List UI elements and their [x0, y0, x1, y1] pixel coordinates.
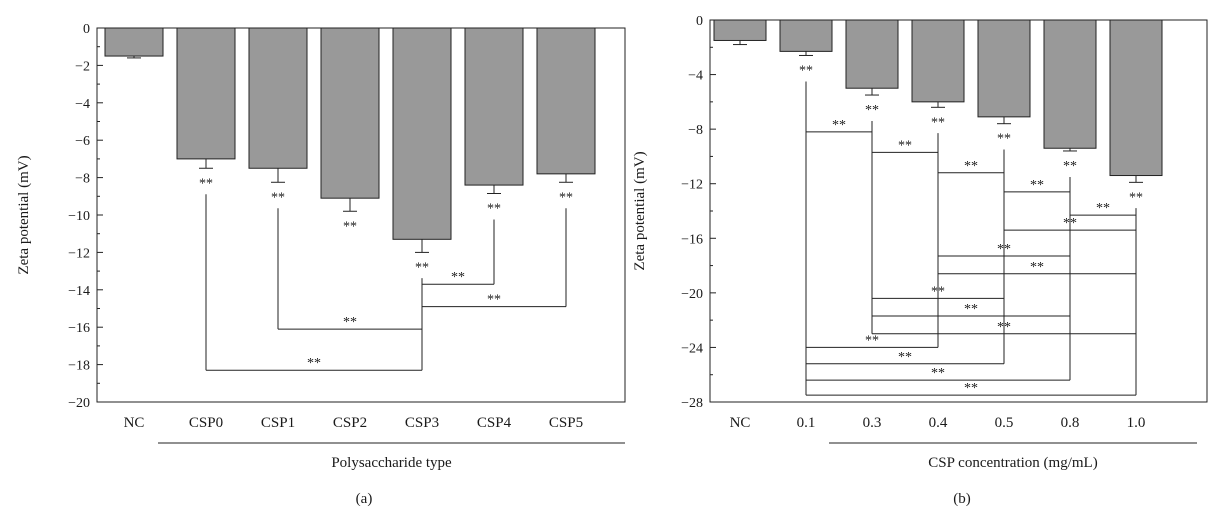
bar	[536, 27, 596, 175]
x-axis-label: Polysaccharide type	[331, 455, 452, 471]
bar	[779, 19, 833, 52]
x-tick-label: CSP1	[261, 415, 295, 431]
panel-label: (b)	[953, 491, 971, 507]
y-tick-label: −16	[681, 232, 703, 247]
bar	[845, 19, 899, 89]
x-tick-label: 0.3	[863, 415, 882, 431]
x-tick-label: CSP5	[549, 415, 583, 431]
bar-significance-mark: **	[343, 219, 357, 234]
bar-significance-mark: **	[931, 115, 945, 130]
bracket-significance-mark: **	[898, 138, 912, 153]
x-tick-label: 0.4	[929, 415, 948, 431]
x-tick-label: CSP2	[333, 415, 367, 431]
y-tick-label: −28	[681, 396, 703, 411]
bracket-significance-mark: **	[931, 366, 945, 381]
x-tick-label: CSP3	[405, 415, 439, 431]
bar	[320, 27, 380, 199]
x-tick-label: CSP0	[189, 415, 223, 431]
bar	[1043, 19, 1097, 149]
bar	[1109, 19, 1163, 177]
y-tick-label: 0	[83, 22, 90, 37]
y-tick-label: −16	[68, 321, 90, 336]
x-tick-label: NC	[124, 415, 145, 431]
bracket-significance-mark: **	[898, 350, 912, 365]
y-tick-label: −12	[68, 246, 90, 261]
x-axis-label: CSP concentration (mg/mL)	[928, 455, 1097, 471]
y-tick-label: 0	[696, 14, 703, 29]
panel-a-zeta-by-polysaccharide: 0 −2 −4 −6 −8 −10 −12 −14 −16 −18 −20 Zeta potentia…	[16, 22, 626, 507]
bar-significance-mark: **	[1063, 159, 1077, 174]
bar-significance-mark: **	[865, 103, 879, 118]
bar-significance-mark: **	[1129, 190, 1143, 205]
bracket-significance-mark: **	[1030, 178, 1044, 193]
y-tick-label: −14	[68, 284, 90, 299]
y-tick-label: −12	[681, 178, 703, 193]
bar	[713, 19, 767, 41]
bar	[392, 27, 452, 240]
x-tick-label: 1.0	[1127, 415, 1146, 431]
y-tick-label: −8	[688, 123, 703, 138]
bar	[464, 27, 524, 186]
bracket-significance-mark: **	[865, 333, 879, 348]
bracket-significance-mark: **	[964, 381, 978, 396]
bracket-significance-mark: **	[832, 118, 846, 133]
y-tick-label: −18	[68, 359, 90, 374]
y-tick-label: −2	[75, 59, 90, 74]
y-tick-label: −24	[681, 341, 703, 356]
bracket-significance-mark: **	[451, 270, 465, 285]
bar-significance-mark: **	[415, 260, 429, 275]
x-tick-label: 0.5	[995, 415, 1014, 431]
bar-significance-mark: **	[199, 176, 213, 191]
bar-significance-mark: **	[271, 190, 285, 205]
y-axis-label: Zeta potential (mV)	[632, 151, 648, 270]
bar-significance-mark: **	[487, 201, 501, 216]
y-axis-label: Zeta potential (mV)	[16, 155, 32, 274]
bar-significance-mark: **	[799, 63, 813, 78]
bracket-significance-mark: **	[964, 302, 978, 317]
bracket-significance-mark: **	[1030, 260, 1044, 275]
panel-b-zeta-by-concentration: 0 −4 −8 −12 −16 −20 −24 −28 Zeta potential (mV) N…	[632, 14, 1208, 507]
bracket-significance-mark: **	[1096, 201, 1110, 216]
panel-label: (a)	[356, 491, 373, 507]
bracket-significance-mark: **	[307, 356, 321, 371]
x-tick-label: NC	[730, 415, 751, 431]
bracket-significance-mark: **	[487, 293, 501, 308]
y-tick-label: −6	[75, 134, 90, 149]
bar	[176, 27, 236, 160]
y-tick-label: −10	[68, 209, 90, 224]
y-tick-label: −4	[688, 69, 703, 84]
bar	[911, 19, 965, 103]
bar-significance-mark: **	[559, 190, 573, 205]
bracket-significance-mark: **	[343, 315, 357, 330]
bar	[104, 27, 164, 57]
x-tick-label: 0.8	[1061, 415, 1080, 431]
x-tick-label: 0.1	[797, 415, 816, 431]
bar-significance-mark: **	[997, 132, 1011, 147]
y-tick-label: −8	[75, 172, 90, 187]
y-tick-label: −20	[68, 396, 90, 411]
bar	[977, 19, 1031, 118]
y-tick-label: −4	[75, 97, 90, 112]
y-tick-label: −20	[681, 287, 703, 302]
bar	[248, 27, 308, 169]
bracket-significance-mark: **	[964, 159, 978, 174]
x-tick-label: CSP4	[477, 415, 512, 431]
